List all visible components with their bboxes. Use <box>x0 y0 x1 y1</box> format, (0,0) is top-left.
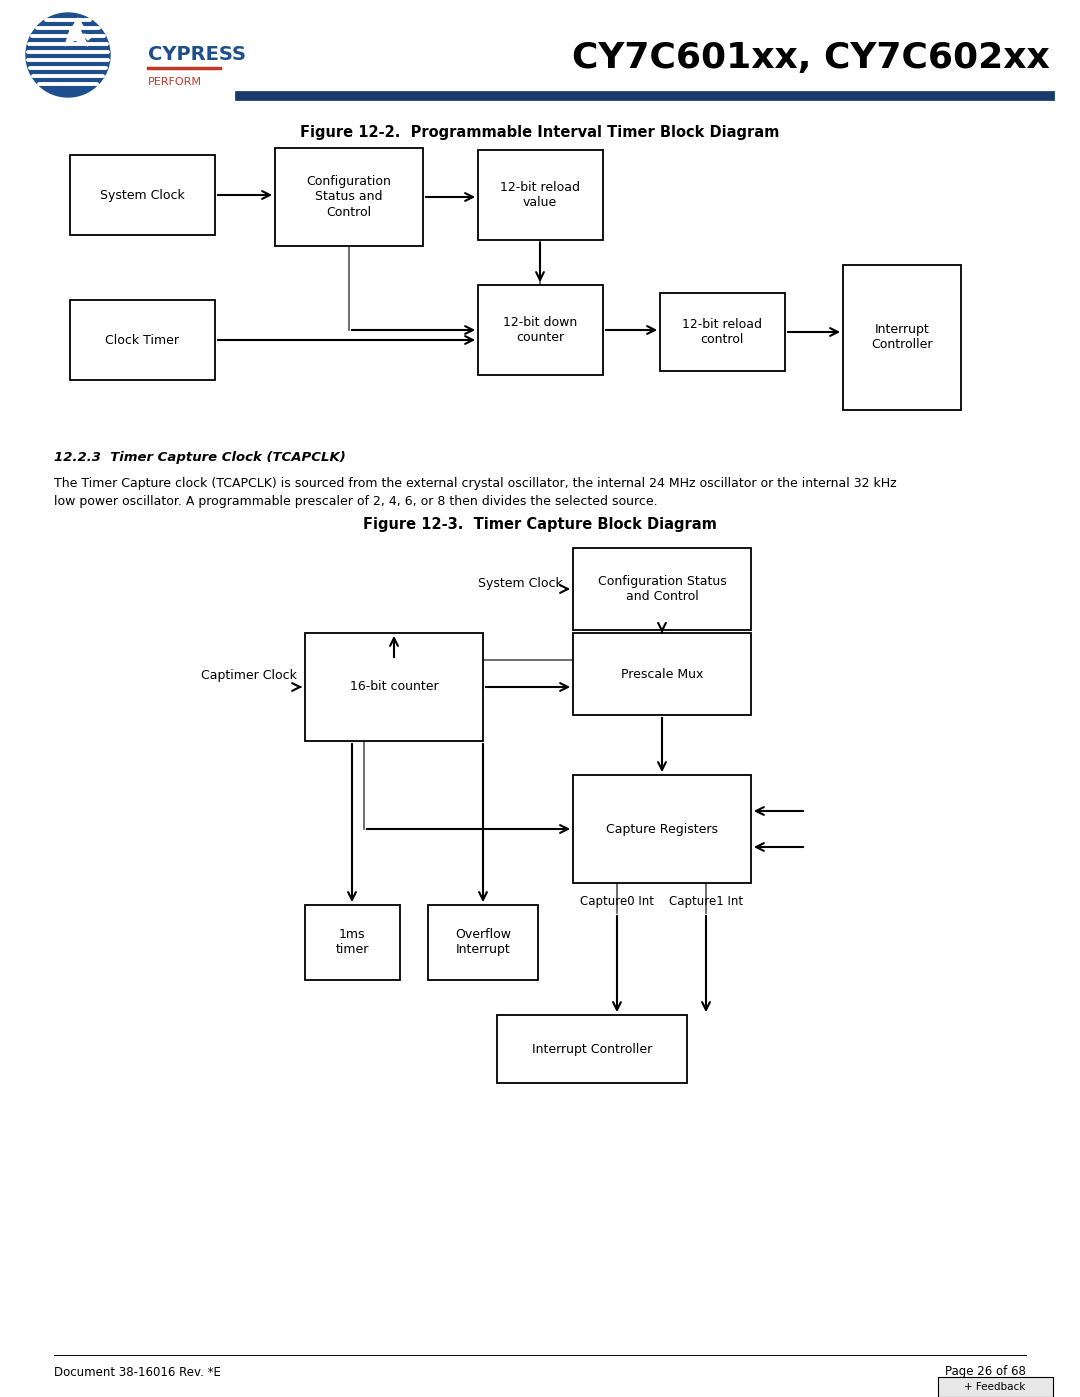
Polygon shape <box>65 18 87 46</box>
Text: Figure 12-3.  Timer Capture Block Diagram: Figure 12-3. Timer Capture Block Diagram <box>363 517 717 532</box>
Text: 12-bit reload
control: 12-bit reload control <box>681 319 762 346</box>
Text: 12.2.3  Timer Capture Clock (TCAPCLK): 12.2.3 Timer Capture Clock (TCAPCLK) <box>54 451 346 464</box>
Text: The Timer Capture clock (TCAPCLK) is sourced from the external crystal oscillato: The Timer Capture clock (TCAPCLK) is sou… <box>54 476 896 489</box>
Text: System Clock: System Clock <box>99 189 185 201</box>
Text: Configuration
Status and
Control: Configuration Status and Control <box>307 176 391 218</box>
Text: System Clock: System Clock <box>478 577 563 591</box>
Text: CYPRESS: CYPRESS <box>148 46 246 64</box>
Text: Page 26 of 68: Page 26 of 68 <box>945 1365 1026 1379</box>
Text: 12-bit reload
value: 12-bit reload value <box>500 182 580 210</box>
Text: Captimer Clock: Captimer Clock <box>201 669 297 682</box>
Text: + Feedback: + Feedback <box>964 1382 1026 1391</box>
Text: Capture Registers: Capture Registers <box>606 823 718 835</box>
Text: 16-bit counter: 16-bit counter <box>350 680 438 693</box>
Bar <box>660 293 785 372</box>
Text: 12-bit down
counter: 12-bit down counter <box>503 316 577 344</box>
Circle shape <box>26 13 110 96</box>
Text: Interrupt Controller: Interrupt Controller <box>531 1042 652 1056</box>
Text: Configuration Status
and Control: Configuration Status and Control <box>597 576 727 604</box>
Bar <box>939 1377 1053 1397</box>
Bar <box>70 300 215 380</box>
Text: 1ms
timer: 1ms timer <box>335 928 368 956</box>
Text: Prescale Mux: Prescale Mux <box>621 668 703 680</box>
Bar <box>843 265 961 409</box>
Bar <box>428 905 538 981</box>
Text: Clock Timer: Clock Timer <box>105 334 179 346</box>
Text: Interrupt
Controller: Interrupt Controller <box>872 323 933 351</box>
Bar <box>70 155 215 235</box>
Polygon shape <box>84 34 92 41</box>
Bar <box>305 633 483 740</box>
Bar <box>478 149 603 240</box>
Text: low power oscillator. A programmable prescaler of 2, 4, 6, or 8 then divides the: low power oscillator. A programmable pre… <box>54 496 658 509</box>
Text: Capture1 Int: Capture1 Int <box>669 894 743 908</box>
Bar <box>573 633 751 715</box>
Bar <box>478 285 603 374</box>
Bar <box>305 905 400 981</box>
Text: Document 38-16016 Rev. *E: Document 38-16016 Rev. *E <box>54 1365 221 1379</box>
Text: Capture0 Int: Capture0 Int <box>580 894 654 908</box>
Bar <box>497 1016 687 1083</box>
Text: CY7C601xx, CY7C602xx: CY7C601xx, CY7C602xx <box>572 41 1050 75</box>
Text: Figure 12-2.  Programmable Interval Timer Block Diagram: Figure 12-2. Programmable Interval Timer… <box>300 124 780 140</box>
Bar <box>275 148 423 246</box>
Bar <box>573 548 751 630</box>
Bar <box>573 775 751 883</box>
Text: PERFORM: PERFORM <box>148 77 202 87</box>
Text: Overflow
Interrupt: Overflow Interrupt <box>455 928 511 956</box>
